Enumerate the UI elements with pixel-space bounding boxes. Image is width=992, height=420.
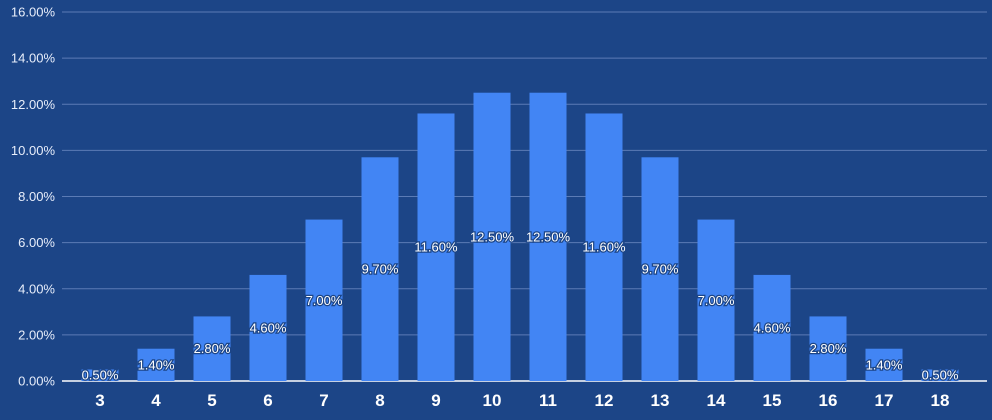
y-tick-label: 8.00%	[18, 189, 55, 204]
bar-14	[697, 219, 735, 381]
x-tick-label: 4	[151, 391, 161, 410]
x-tick-label: 14	[707, 391, 726, 410]
bar-5	[193, 316, 231, 381]
data-label: 11.60%	[414, 240, 458, 255]
data-label: 11.60%	[582, 240, 626, 255]
bar-7	[305, 219, 343, 381]
data-label: 9.70%	[362, 262, 399, 277]
data-label: 7.00%	[698, 293, 735, 308]
data-label: 2.80%	[810, 341, 847, 356]
data-label: 1.40%	[138, 357, 175, 372]
data-label: 9.70%	[642, 262, 679, 277]
bar-10	[473, 92, 511, 381]
x-axis-ticks: 3 4 5 6 7 8 9 10 11 12 13 14 15 16 17 18	[95, 391, 949, 410]
data-labels: 0.50% 1.40% 2.80% 4.60% 7.00% 9.70% 11.60% 12.5…	[80, 228, 960, 384]
data-label: 2.80%	[194, 341, 231, 356]
y-tick-label: 6.00%	[18, 235, 55, 250]
bar-16	[809, 316, 847, 381]
bar-18	[921, 369, 959, 381]
bar-17	[865, 348, 903, 381]
data-label: 7.00%	[306, 293, 343, 308]
y-tick-label: 10.00%	[11, 143, 56, 158]
x-tick-label: 9	[431, 391, 440, 410]
data-label: 4.60%	[250, 320, 287, 335]
bars	[81, 92, 959, 381]
bar-12	[585, 113, 623, 381]
x-tick-label: 17	[875, 391, 894, 410]
x-tick-label: 12	[595, 391, 614, 410]
data-label: 1.40%	[866, 357, 903, 372]
bar-8	[361, 157, 399, 381]
bar-3	[81, 369, 119, 381]
y-tick-label: 4.00%	[18, 281, 55, 296]
x-tick-label: 15	[763, 391, 782, 410]
y-tick-label: 2.00%	[18, 327, 55, 342]
y-axis-ticks: 0.00% 2.00% 4.00% 6.00% 8.00% 10.00% 12.00% 14.…	[11, 5, 56, 389]
x-tick-label: 3	[95, 391, 104, 410]
y-tick-label: 12.00%	[11, 97, 56, 112]
y-tick-label: 16.00%	[11, 5, 56, 20]
x-tick-label: 8	[375, 391, 384, 410]
y-tick-label: 14.00%	[11, 51, 56, 66]
data-label: 12.50%	[470, 229, 515, 244]
x-tick-label: 13	[651, 391, 670, 410]
x-tick-label: 10	[483, 391, 502, 410]
x-tick-label: 5	[207, 391, 216, 410]
data-label: 0.50%	[82, 368, 119, 383]
data-label: 4.60%	[754, 320, 791, 335]
data-label: 0.50%	[922, 368, 959, 383]
bar-4	[137, 348, 175, 381]
x-tick-label: 18	[931, 391, 950, 410]
bar-11	[529, 92, 567, 381]
x-tick-label: 16	[819, 391, 838, 410]
x-tick-label: 7	[319, 391, 328, 410]
bar-9	[417, 113, 455, 381]
bar-6	[249, 274, 287, 381]
x-tick-label: 6	[263, 391, 272, 410]
y-tick-label: 0.00%	[18, 374, 55, 389]
data-label: 12.50%	[526, 229, 571, 244]
bar-15	[753, 274, 791, 381]
bar-13	[641, 157, 679, 381]
x-tick-label: 11	[539, 391, 557, 410]
